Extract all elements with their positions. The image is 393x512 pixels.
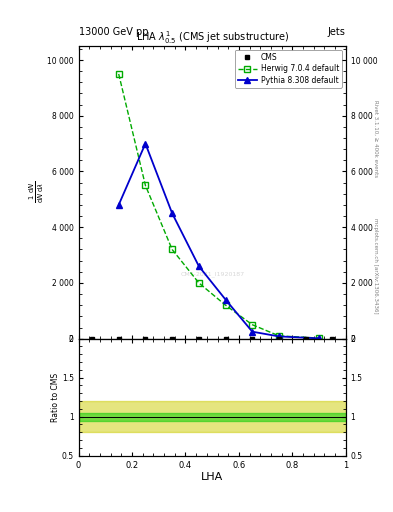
Text: CMS-2021_I1920187: CMS-2021_I1920187 xyxy=(180,271,244,277)
Herwig 7.0.4 default xyxy=(277,333,281,339)
Text: 13000 GeV pp: 13000 GeV pp xyxy=(79,27,148,37)
Pythia 8.308 default xyxy=(116,202,121,208)
CMS xyxy=(116,335,121,342)
Pythia 8.308 default xyxy=(143,140,148,146)
Herwig 7.0.4 default xyxy=(223,302,228,308)
CMS xyxy=(277,335,281,342)
Herwig 7.0.4 default xyxy=(196,280,201,286)
Pythia 8.308 default xyxy=(223,296,228,303)
CMS xyxy=(250,335,255,342)
CMS xyxy=(223,335,228,342)
Text: Jets: Jets xyxy=(328,27,346,37)
CMS xyxy=(170,335,174,342)
Line: Pythia 8.308 default: Pythia 8.308 default xyxy=(115,140,323,342)
Pythia 8.308 default xyxy=(196,263,201,269)
Bar xyxy=(79,413,346,420)
Y-axis label: Ratio to CMS: Ratio to CMS xyxy=(51,373,60,422)
Herwig 7.0.4 default xyxy=(170,246,174,252)
Bar xyxy=(79,401,346,432)
Title: LHA $\lambda^{1}_{0.5}$ (CMS jet substructure): LHA $\lambda^{1}_{0.5}$ (CMS jet substru… xyxy=(136,29,289,46)
CMS xyxy=(330,335,335,342)
Text: Rivet 3.1.10, ≥ 400k events: Rivet 3.1.10, ≥ 400k events xyxy=(373,100,378,177)
Pythia 8.308 default xyxy=(317,335,321,342)
Y-axis label: $\frac{1}{\mathrm{d}N}\frac{\mathrm{d}N}{\mathrm{d}\lambda}$: $\frac{1}{\mathrm{d}N}\frac{\mathrm{d}N}… xyxy=(28,181,46,203)
CMS xyxy=(303,335,308,342)
Pythia 8.308 default xyxy=(250,329,255,335)
Line: Herwig 7.0.4 default: Herwig 7.0.4 default xyxy=(116,71,322,341)
Legend: CMS, Herwig 7.0.4 default, Pythia 8.308 default: CMS, Herwig 7.0.4 default, Pythia 8.308 … xyxy=(235,50,342,88)
Herwig 7.0.4 default xyxy=(143,182,148,188)
Herwig 7.0.4 default xyxy=(250,322,255,328)
CMS xyxy=(196,335,201,342)
CMS xyxy=(90,335,94,342)
Text: mcplots.cern.ch [arXiv:1306.3436]: mcplots.cern.ch [arXiv:1306.3436] xyxy=(373,219,378,314)
CMS xyxy=(143,335,148,342)
Herwig 7.0.4 default xyxy=(116,71,121,77)
Herwig 7.0.4 default xyxy=(317,335,321,341)
X-axis label: LHA: LHA xyxy=(201,472,223,482)
Line: CMS: CMS xyxy=(90,336,335,341)
Pythia 8.308 default xyxy=(170,210,174,217)
Pythia 8.308 default xyxy=(277,333,281,339)
